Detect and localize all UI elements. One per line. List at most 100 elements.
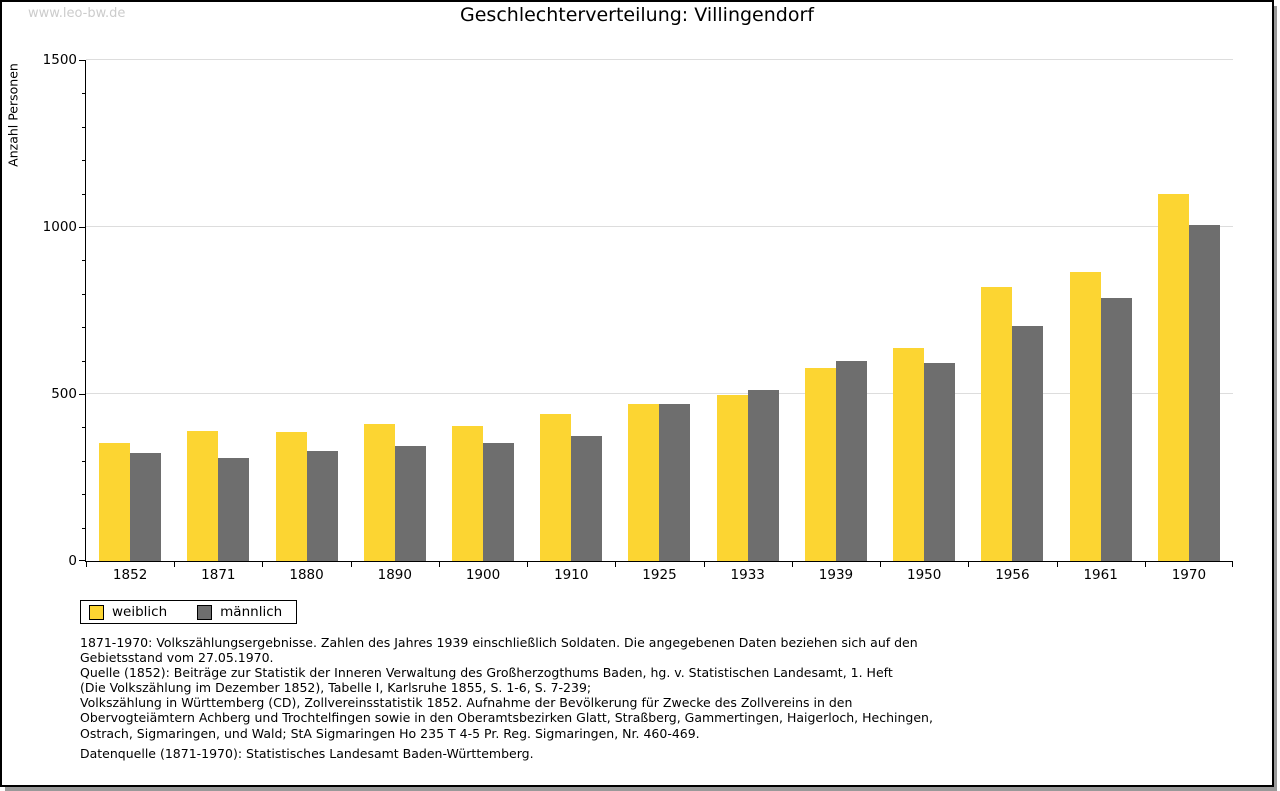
legend: weiblich männlich: [80, 600, 298, 624]
y-minortick-200: [82, 494, 86, 496]
bar-group-1871: [174, 60, 262, 561]
bar-männlich-1925: [659, 403, 691, 561]
bar-männlich-1970: [1188, 224, 1220, 561]
x-label-1961: 1961: [1083, 567, 1118, 583]
bar-männlich-1933: [747, 390, 779, 561]
y-minortick-300: [82, 460, 86, 462]
bar-group-1880: [262, 60, 350, 561]
bar-group-1900: [439, 60, 527, 561]
bar-weiblich-1900: [452, 426, 484, 561]
bar-männlich-1950: [924, 363, 956, 561]
bar-group-1933: [704, 60, 792, 561]
bar-weiblich-1950: [893, 348, 925, 561]
footnote-line-7: Ostrach, Sigmaringen, und Wald; StA Sigm…: [80, 725, 700, 741]
bar-group-1890: [351, 60, 439, 561]
x-label-1970: 1970: [1171, 567, 1207, 583]
bar-männlich-1956: [1012, 325, 1044, 561]
x-tick-8: [792, 561, 793, 567]
bar-männlich-1910: [571, 435, 603, 561]
y-tick-label-1000: 1000: [42, 219, 77, 235]
y-tick-500: [79, 394, 86, 395]
gridline-500: [86, 393, 1233, 394]
x-label-1852: 1852: [112, 567, 148, 583]
y-minortick-1400: [82, 93, 86, 95]
y-minortick-100: [82, 527, 86, 529]
watermark: www.leo-bw.de: [28, 6, 126, 21]
bar-weiblich-1910: [540, 414, 572, 561]
y-minortick-600: [82, 360, 86, 362]
x-label-1871: 1871: [201, 567, 236, 583]
y-minortick-1300: [82, 126, 86, 128]
x-tick-12: [1145, 561, 1146, 567]
y-tick-label-1500: 1500: [42, 52, 77, 68]
y-tick-label-0: 0: [68, 553, 77, 569]
x-label-1933: 1933: [730, 567, 765, 583]
legend-item-männlich: männlich: [197, 604, 282, 620]
y-minortick-800: [82, 293, 86, 295]
y-tick-1000: [79, 227, 86, 228]
legend-label-weiblich: weiblich: [112, 604, 168, 620]
bar-männlich-1961: [1100, 297, 1132, 561]
bar-group-1925: [615, 60, 703, 561]
y-tick-label-500: 500: [51, 386, 77, 402]
plot-area: 0 500 1000 1500 1852 1871 1880 1890 1900 1910 1925…: [43, 52, 1233, 583]
bar-weiblich-1970: [1157, 193, 1189, 561]
gridline-1500: [86, 59, 1233, 60]
x-tick-3: [351, 561, 352, 567]
bar-group-1852: [86, 60, 174, 561]
bar-weiblich-1925: [628, 403, 660, 561]
y-minortick-1100: [82, 193, 86, 195]
datasource-note: Datenquelle (1871-1970): Statistisches L…: [80, 746, 534, 761]
bar-weiblich-1871: [187, 430, 219, 561]
footnote-line-1: 1871-1970: Volkszählungsergebnisse. Zahl…: [80, 635, 918, 650]
x-label-1880: 1880: [289, 567, 324, 583]
y-tick-0: [79, 560, 86, 561]
bar-group-1910: [527, 60, 615, 561]
x-tick-2: [262, 561, 263, 567]
y-minortick-400: [82, 427, 86, 429]
footnotes: 1871-1970: Volkszählungsergebnisse. Zahl…: [80, 635, 933, 741]
bar-männlich-1939: [835, 360, 867, 561]
bar-group-1956: [968, 60, 1056, 561]
x-label-1890: 1890: [377, 567, 412, 583]
x-tick-13: [1232, 561, 1233, 567]
legend-label-männlich: männlich: [220, 604, 283, 620]
bar-weiblich-1939: [804, 367, 836, 561]
x-tick-1: [174, 561, 175, 567]
bar-männlich-1880: [306, 451, 338, 561]
x-tick-10: [968, 561, 969, 567]
y-minortick-1200: [82, 160, 86, 162]
y-minortick-900: [82, 260, 86, 262]
bar-männlich-1871: [218, 458, 250, 561]
footnote-line-2: Gebietsstand vom 27.05.1970.: [80, 650, 274, 666]
y-tick-1500: [79, 60, 86, 61]
bar-group-1939: [792, 60, 880, 561]
legend-item-weiblich: weiblich: [89, 604, 167, 620]
x-label-1925: 1925: [642, 567, 677, 583]
bar-weiblich-1961: [1069, 272, 1101, 561]
bar-männlich-1852: [130, 453, 162, 561]
x-tick-0: [86, 561, 87, 567]
x-label-1900: 1900: [465, 567, 501, 583]
x-label-1956: 1956: [995, 567, 1030, 583]
x-tick-11: [1057, 561, 1058, 567]
footnote-line-4: (Die Volkszählung im Dezember 1852), Tab…: [80, 680, 592, 696]
footnote-line-3: Quelle (1852): Beiträge zur Statistik de…: [80, 665, 893, 681]
x-label-1950: 1950: [906, 567, 942, 583]
x-label-1910: 1910: [554, 567, 589, 583]
x-tick-5: [527, 561, 528, 567]
footnote-line-6: Obervogteiämtern Achberg und Trochtelfin…: [80, 710, 933, 726]
bar-group-1970: [1145, 60, 1233, 561]
x-label-1939: 1939: [818, 567, 854, 583]
bar-männlich-1900: [483, 443, 515, 561]
bar-weiblich-1852: [99, 443, 131, 561]
legend-swatch-weiblich: [89, 604, 104, 620]
bar-männlich-1890: [394, 445, 426, 561]
x-tick-4: [439, 561, 440, 567]
bar-weiblich-1956: [981, 287, 1013, 561]
bar-weiblich-1880: [275, 431, 307, 561]
bar-group-1961: [1057, 60, 1145, 561]
legend-swatch-männlich: [197, 604, 213, 620]
gridline-1000: [86, 226, 1233, 227]
